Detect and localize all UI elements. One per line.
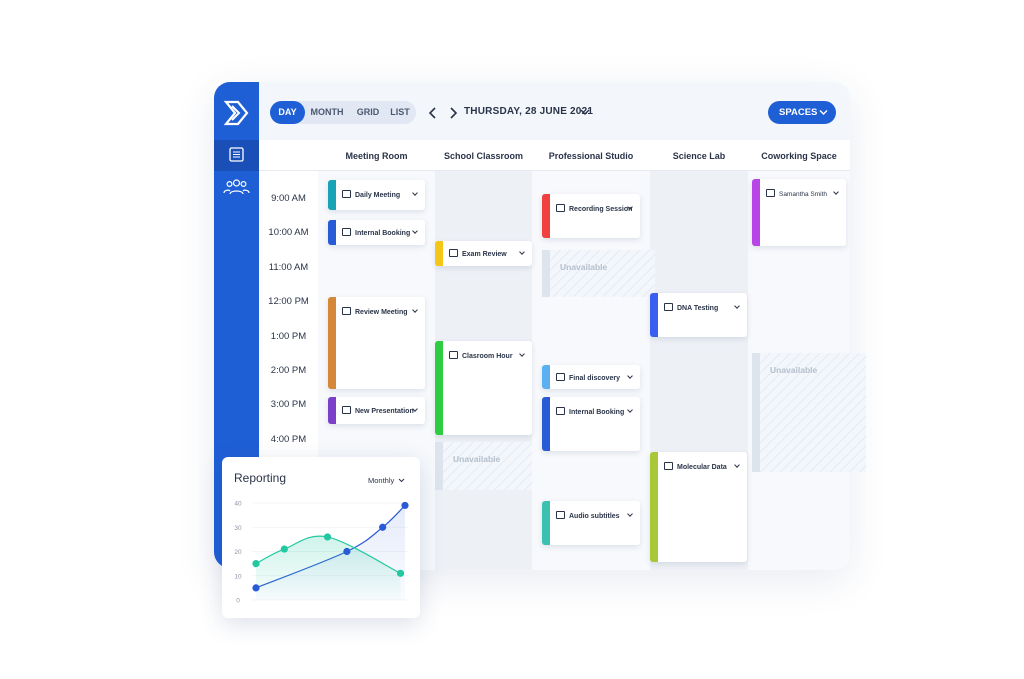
unavailable-label: Unavailable: [770, 365, 818, 375]
event-label: Audio subtitles: [556, 511, 620, 520]
event-label: Exam Review: [449, 249, 507, 258]
event-label: Internal Booking: [556, 407, 624, 416]
spaces-label: SPACES: [779, 107, 818, 118]
line: [255, 535, 401, 574]
point: [252, 560, 260, 568]
tab-grid[interactable]: GRID: [356, 107, 380, 117]
period-chevron: [398, 478, 405, 483]
y-tick-label: 10: [234, 573, 242, 580]
tab-day[interactable]: DAY: [270, 101, 305, 124]
y-tick-label: 20: [234, 549, 242, 556]
time-label: 1:00 PM: [270, 331, 307, 342]
event-label: Recording Session: [556, 204, 632, 213]
unavailable-block: Unavailable: [542, 250, 655, 297]
event[interactable]: Exam Review: [435, 241, 532, 266]
view-tabs: [270, 101, 416, 124]
date-label[interactable]: THURSDAY, 28 JUNE 2021: [464, 106, 594, 117]
event-label: New Presentation: [342, 406, 414, 415]
event-label: DNA Testing: [664, 303, 718, 312]
point: [396, 569, 405, 577]
column-name: Science Lab: [672, 151, 726, 161]
event[interactable]: Molecular Data: [650, 452, 747, 562]
date-dropdown[interactable]: [580, 108, 590, 116]
time-label: 9:00 AM: [271, 193, 306, 204]
column-name: School Classroom: [443, 151, 524, 161]
nav-users[interactable]: [214, 175, 259, 199]
column-name: Coworking Space: [761, 151, 837, 161]
point: [252, 584, 260, 592]
time-label: 2:00 PM: [270, 365, 307, 376]
reporting-title: Reporting: [234, 471, 286, 485]
logo: [223, 100, 249, 126]
point: [379, 523, 387, 531]
date-nav[interactable]: [426, 105, 460, 121]
period-select[interactable]: Monthly: [368, 476, 395, 485]
time-label: 3:00 PM: [270, 399, 307, 410]
event-label: Molecular Data: [664, 462, 727, 471]
spaces-button[interactable]: SPACES: [768, 101, 836, 124]
point: [323, 533, 332, 541]
event[interactable]: Recording Session: [542, 194, 640, 238]
event[interactable]: DNA Testing: [650, 293, 747, 337]
time-label: 4:00 PM: [270, 434, 307, 445]
event[interactable]: Internal Booking: [328, 220, 425, 245]
event[interactable]: Final discovery: [542, 365, 640, 389]
column-name: Meeting Room: [345, 151, 408, 161]
time-label: 12:00 PM: [268, 296, 309, 307]
time-label: 10:00 AM: [268, 227, 309, 238]
point: [401, 501, 409, 510]
point: [343, 547, 351, 556]
event[interactable]: Review Meeting: [328, 297, 425, 389]
event-label: Samantha Smith: [766, 189, 827, 198]
event[interactable]: Clasroom Hour: [435, 341, 532, 435]
event[interactable]: Samantha Smith: [752, 179, 846, 246]
y-tick-label: 0: [236, 598, 240, 605]
reporting-card: Reporting Monthly 0 10 20 30 40: [222, 457, 420, 618]
reporting-chart: Reporting Monthly 0 10 20 30 40: [234, 471, 409, 605]
tab-list[interactable]: LIST: [390, 107, 410, 117]
tab-month[interactable]: MONTH: [310, 107, 344, 117]
event[interactable]: Audio subtitles: [542, 501, 640, 545]
event-label: Daily Meeting: [342, 190, 400, 199]
unavailable-label: Unavailable: [560, 262, 608, 272]
event-label: Clasroom Hour: [449, 351, 513, 360]
time-label: 11:00 AM: [268, 262, 309, 273]
nav-list-active[interactable]: [214, 140, 259, 171]
event[interactable]: New Presentation: [328, 397, 425, 424]
unavailable-block: Unavailable: [435, 442, 532, 490]
area: [256, 536, 401, 600]
event[interactable]: Daily Meeting: [328, 180, 425, 210]
column-name: Professional Studio: [548, 151, 634, 161]
y-tick-label: 30: [234, 525, 242, 532]
column-header-row: [259, 140, 850, 171]
point: [280, 545, 288, 553]
unavailable-label: Unavailable: [453, 454, 501, 464]
event-label: Final discovery: [556, 373, 620, 382]
event-label: Internal Booking: [342, 228, 410, 237]
event[interactable]: Internal Booking: [542, 397, 640, 451]
event-label: Review Meeting: [342, 307, 408, 316]
y-tick-label: 40: [234, 501, 242, 508]
unavailable-block: Unavailable: [752, 353, 866, 472]
